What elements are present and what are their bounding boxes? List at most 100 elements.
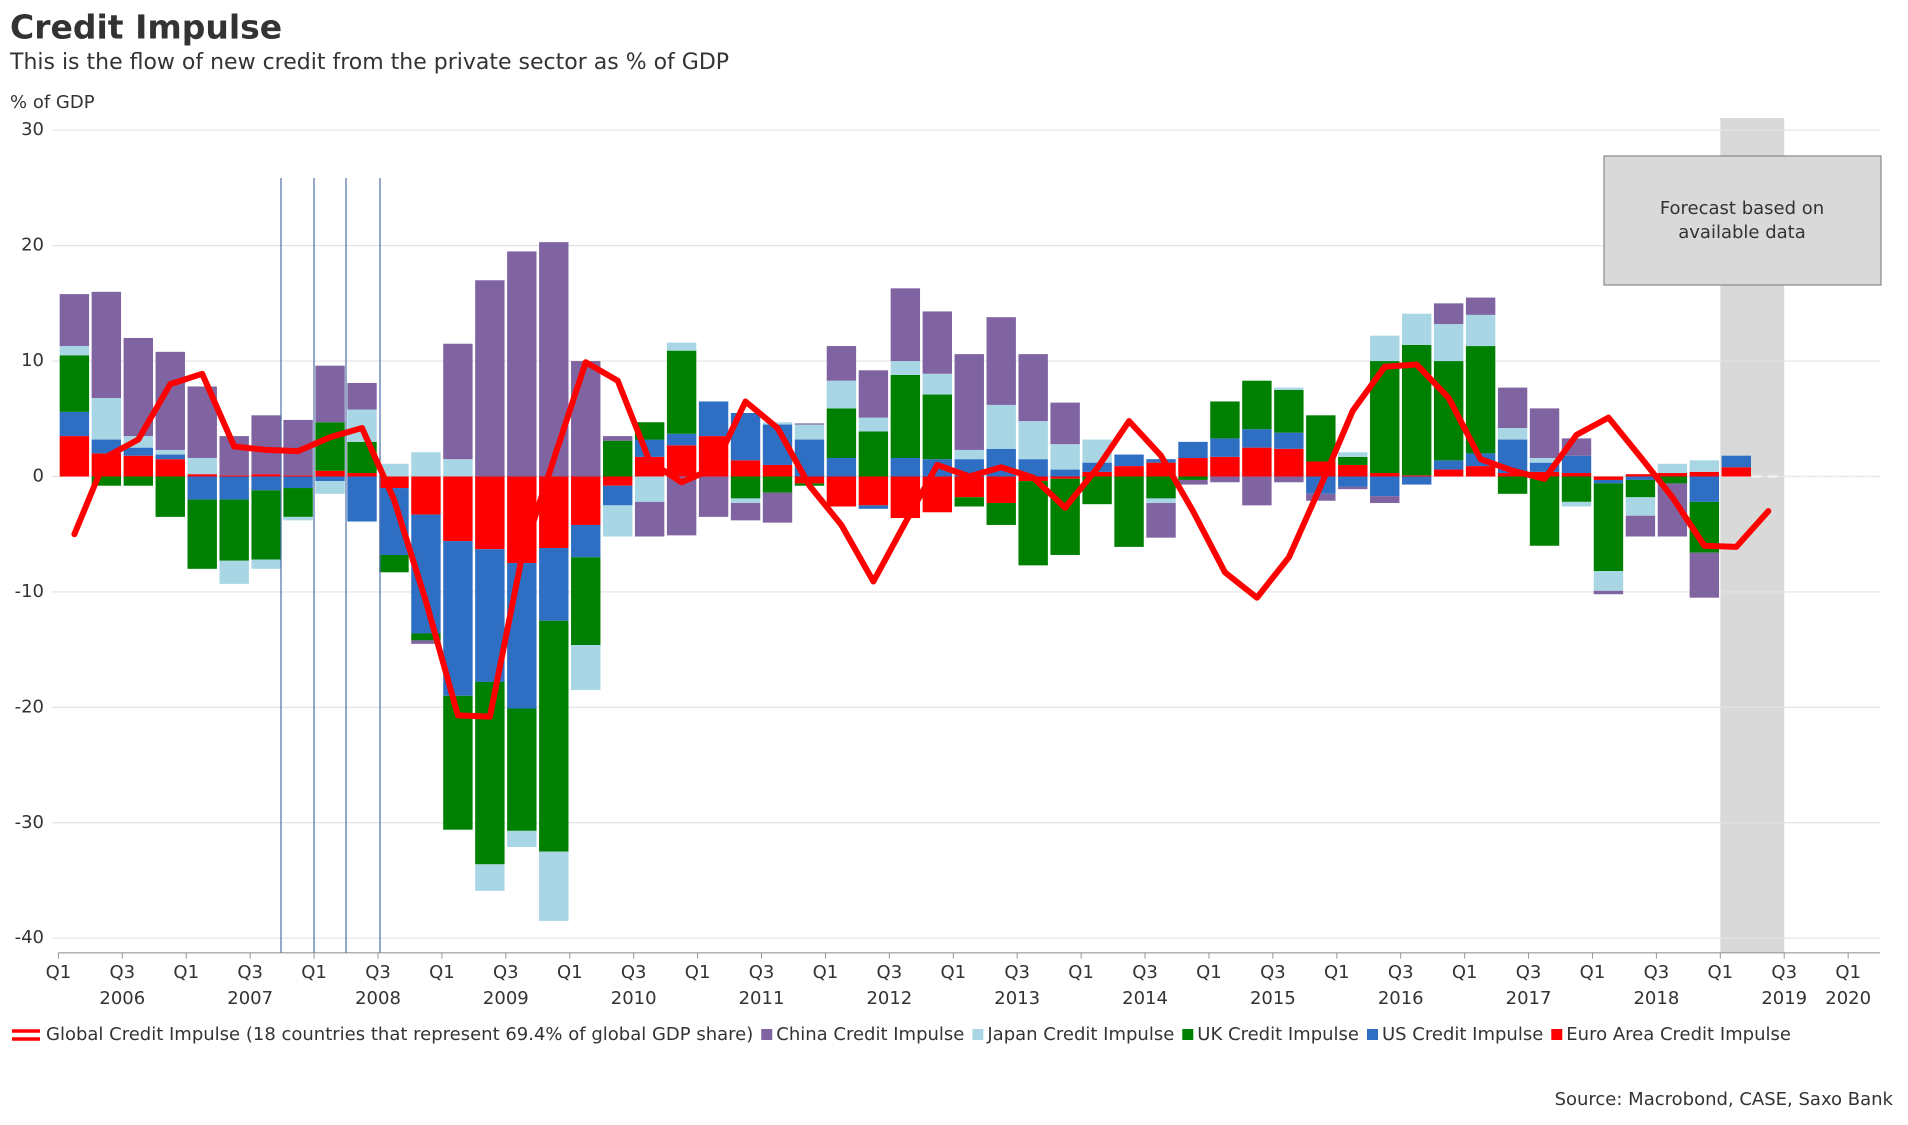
x-tick-label: Q1 (1196, 962, 1222, 983)
bar-segment (539, 242, 569, 477)
bar-segment (666, 342, 697, 351)
bar-segment (858, 505, 889, 509)
bar-segment (1274, 476, 1304, 483)
bar-segment (1210, 438, 1240, 457)
legend-label: US Credit Impulse (1382, 1024, 1543, 1045)
source-note: Source: Macrobond, CASE, Saxo Bank (1555, 1089, 1894, 1110)
bar-segment (1274, 389, 1304, 433)
bar-segment (762, 492, 793, 523)
x-tick-label: Q1 (301, 962, 327, 983)
x-tick-label: Q3 (1388, 962, 1414, 983)
bar-segment (666, 476, 697, 536)
bar-segment (730, 476, 761, 499)
x-year-label: 2010 (611, 988, 657, 1009)
x-tick-label: Q3 (237, 962, 263, 983)
bar-segment (1114, 476, 1144, 547)
bar-segment (1529, 462, 1560, 472)
bar-segment (347, 476, 377, 522)
bar-segment (411, 452, 441, 477)
bar-segment (954, 354, 984, 450)
bar-segment (602, 505, 633, 537)
legend-label: Euro Area Credit Impulse (1566, 1024, 1791, 1045)
bar-segment (571, 557, 601, 646)
bar-segment (251, 559, 281, 569)
y-tick-label: 30 (21, 119, 44, 140)
bar-segment (922, 311, 953, 374)
bar-segment (1050, 478, 1080, 555)
bar-segment (539, 548, 569, 621)
bar-segment (411, 633, 441, 641)
bar-segment (251, 490, 281, 560)
bar-segment (1306, 493, 1336, 501)
x-tick-label: Q3 (1132, 962, 1158, 983)
bar-segment (283, 488, 313, 517)
bar-segment (762, 422, 793, 425)
bar-segment (59, 355, 90, 412)
bar-segment (762, 476, 793, 493)
bar-segment (858, 476, 889, 506)
bar-segment (1242, 476, 1272, 506)
bar-segment (826, 476, 857, 507)
bar-segment (315, 365, 345, 423)
y-tick-label: -30 (15, 812, 44, 833)
x-year-label: 2006 (99, 988, 145, 1009)
x-tick-label: Q3 (1644, 962, 1670, 983)
bar-segment (59, 346, 90, 356)
y-tick-label: 0 (33, 465, 44, 486)
x-year-label: 2011 (739, 988, 785, 1009)
bar-segment (347, 382, 377, 410)
bar-segment (634, 456, 665, 477)
y-tick-label: 10 (21, 350, 44, 371)
x-year-label: 2020 (1825, 988, 1871, 1009)
bar-segment (155, 454, 185, 460)
bar-segment (1274, 432, 1304, 449)
x-tick-label: Q3 (365, 962, 391, 983)
bar-segment (1018, 354, 1048, 422)
bar-segment (1433, 469, 1464, 477)
bar-segment (1465, 466, 1496, 477)
bar-segment (1338, 486, 1368, 490)
bar-segment (1689, 476, 1720, 502)
bar-segment (1242, 447, 1272, 477)
bar-segment (219, 560, 249, 584)
legend-icon (972, 1029, 984, 1040)
bar-segment (475, 864, 505, 891)
bar-segment (507, 563, 537, 709)
bar-segment (1657, 476, 1688, 484)
bar-segment (1497, 387, 1528, 429)
legend-label: UK Credit Impulse (1197, 1024, 1359, 1045)
bar-segment (187, 476, 217, 500)
bar-segment (730, 498, 761, 504)
bar-segment (1274, 387, 1304, 390)
x-tick-label: Q1 (1068, 962, 1094, 983)
x-year-label: 2019 (1761, 988, 1807, 1009)
bar-segment (443, 476, 473, 542)
bar-segment (1465, 297, 1496, 315)
bar-segment (986, 404, 1016, 449)
bar-segment (411, 640, 441, 644)
bar-segment (794, 423, 825, 425)
bar-segment (475, 476, 505, 550)
bar-segment (251, 476, 281, 491)
bar-segment (730, 503, 761, 521)
bar-segment (155, 459, 185, 477)
bar-segment (571, 476, 601, 525)
bar-segment (634, 501, 665, 537)
bar-segment (1433, 303, 1464, 325)
bar-segment (91, 397, 122, 440)
bar-segment (315, 422, 345, 471)
x-year-label: 2017 (1506, 988, 1552, 1009)
x-tick-label: Q1 (557, 962, 583, 983)
bar-segment (1657, 473, 1688, 477)
bar-segment (602, 476, 633, 486)
bar-segment (1625, 476, 1656, 480)
x-tick-label: Q1 (46, 962, 72, 983)
legend-icon (1182, 1029, 1194, 1040)
bar-segment (1050, 402, 1080, 445)
bar-segment (1625, 474, 1656, 477)
bar-segment (1370, 496, 1400, 504)
bar-segment (1338, 476, 1368, 487)
bar-segment (1018, 421, 1048, 460)
x-tick-label: Q3 (493, 962, 519, 983)
bar-segment (59, 294, 90, 347)
